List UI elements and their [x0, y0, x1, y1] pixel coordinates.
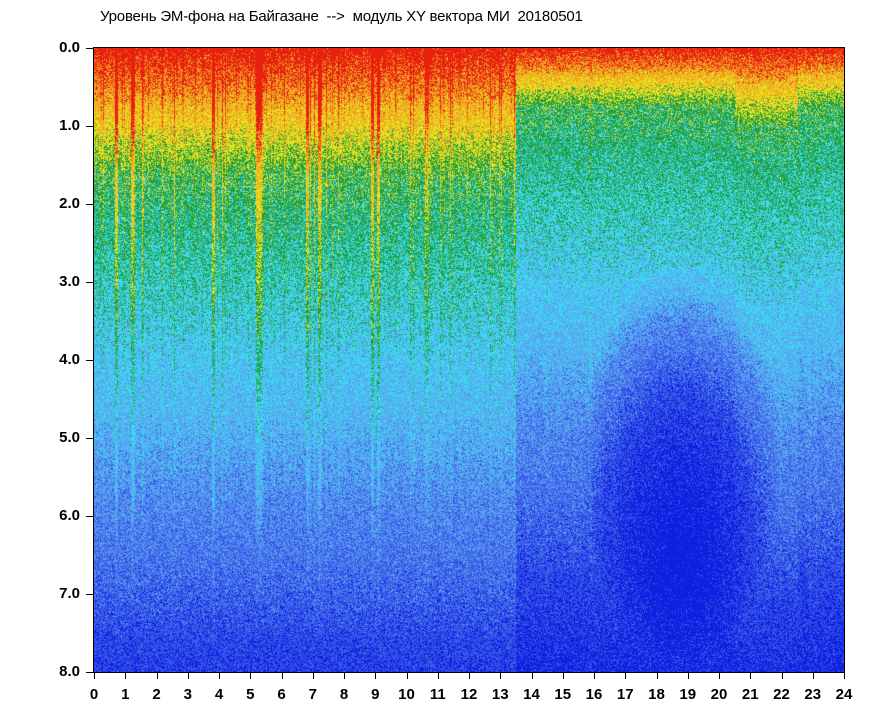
x-tick-mark — [500, 673, 501, 679]
y-tick-mark — [86, 516, 93, 517]
x-tick-label: 15 — [554, 686, 572, 703]
x-tick-mark — [688, 673, 689, 679]
x-tick-label: 4 — [214, 686, 224, 703]
x-tick-mark — [157, 673, 158, 679]
y-tick-label: 5.0 — [59, 429, 80, 446]
x-tick-mark — [625, 673, 626, 679]
x-tick-mark — [344, 673, 345, 679]
x-tick-label: 21 — [741, 686, 759, 703]
x-tick-label: 14 — [523, 686, 540, 703]
y-tick-mark — [86, 438, 93, 439]
y-tick-mark — [86, 204, 93, 205]
y-tick-mark — [86, 594, 93, 595]
x-tick-label: 12 — [460, 686, 478, 703]
x-tick-mark — [657, 673, 658, 679]
x-tick-mark — [719, 673, 720, 679]
x-tick-label: 22 — [773, 686, 790, 703]
x-tick-label: 8 — [339, 686, 349, 703]
x-tick-label: 13 — [491, 686, 509, 703]
y-tick-label: 8.0 — [59, 663, 80, 680]
x-tick-mark — [188, 673, 189, 679]
x-tick-label: 23 — [804, 686, 822, 703]
x-tick-label: 10 — [398, 686, 415, 703]
y-tick-label: 3.0 — [59, 273, 80, 290]
y-tick-mark — [86, 282, 93, 283]
x-tick-label: 9 — [371, 686, 380, 703]
x-tick-label: 18 — [648, 686, 665, 703]
x-tick-mark — [219, 673, 220, 679]
x-tick-label: 20 — [710, 686, 728, 703]
x-tick-mark — [844, 673, 845, 679]
x-tick-label: 16 — [585, 686, 603, 703]
x-tick-mark — [250, 673, 251, 679]
x-tick-label: 24 — [835, 686, 853, 703]
x-tick-mark — [407, 673, 408, 679]
x-tick-label: 2 — [152, 686, 161, 703]
x-tick-label: 7 — [308, 686, 317, 703]
x-tick-label: 6 — [277, 686, 286, 703]
x-tick-label: 0 — [89, 686, 99, 703]
y-tick-mark — [86, 126, 93, 127]
x-tick-mark — [563, 673, 564, 679]
x-tick-mark — [313, 673, 314, 679]
y-tick-label: 1.0 — [59, 117, 80, 134]
x-tick-mark — [125, 673, 126, 679]
spectrogram-heatmap — [94, 48, 844, 672]
y-tick-label: 2.0 — [59, 195, 80, 212]
y-tick-label: 0.0 — [59, 39, 80, 56]
x-tick-mark — [782, 673, 783, 679]
x-tick-mark — [594, 673, 595, 679]
x-tick-mark — [282, 673, 283, 679]
x-tick-mark — [94, 673, 95, 679]
y-tick-mark — [86, 672, 93, 673]
x-tick-label: 17 — [616, 686, 634, 703]
x-tick-label: 3 — [183, 686, 192, 703]
y-tick-label: 6.0 — [59, 507, 80, 524]
chart-title: Уровень ЭМ-фона на Байгазане --> модуль … — [100, 8, 583, 25]
x-tick-mark — [813, 673, 814, 679]
x-tick-mark — [469, 673, 470, 679]
y-tick-mark — [86, 48, 93, 49]
y-tick-mark — [86, 360, 93, 361]
x-tick-label: 19 — [679, 686, 697, 703]
x-tick-label: 1 — [121, 686, 130, 703]
y-tick-label: 4.0 — [59, 351, 80, 368]
x-tick-mark — [532, 673, 533, 679]
y-tick-label: 7.0 — [59, 585, 80, 602]
x-tick-mark — [375, 673, 376, 679]
x-tick-label: 11 — [429, 686, 446, 703]
x-tick-mark — [438, 673, 439, 679]
plot-area — [93, 47, 845, 673]
x-tick-mark — [750, 673, 751, 679]
x-tick-label: 5 — [246, 686, 255, 703]
